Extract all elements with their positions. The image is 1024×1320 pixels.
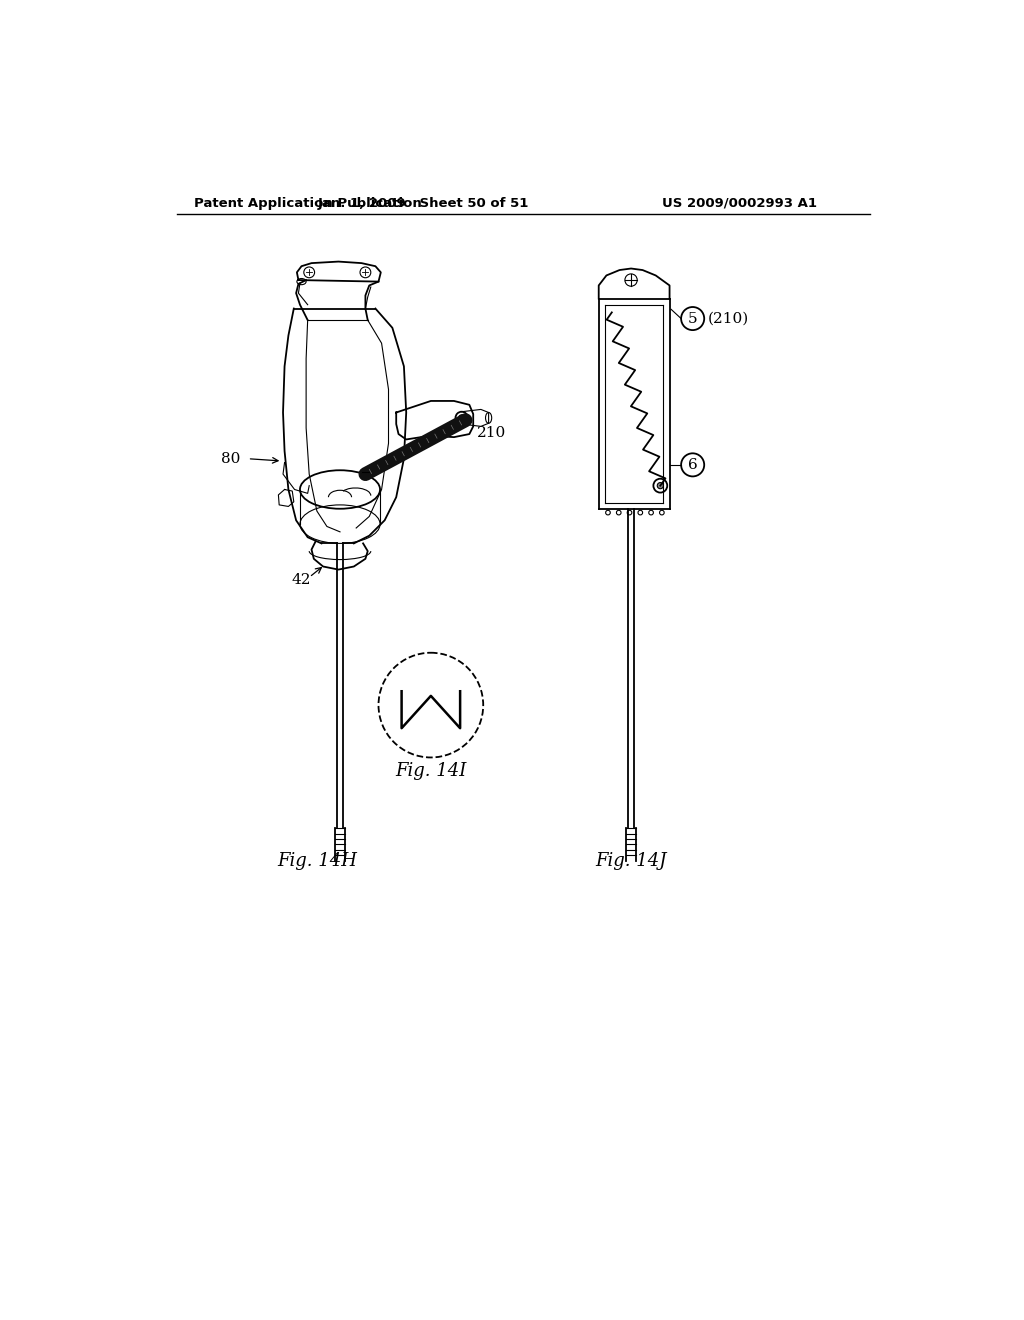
Text: Fig. 14I: Fig. 14I [395, 763, 467, 780]
Text: Patent Application Publication: Patent Application Publication [194, 197, 422, 210]
Circle shape [657, 483, 664, 488]
Circle shape [459, 414, 465, 421]
Text: 6: 6 [688, 458, 697, 471]
Text: (210): (210) [708, 312, 750, 326]
Text: Fig. 14J: Fig. 14J [595, 851, 667, 870]
Text: US 2009/0002993 A1: US 2009/0002993 A1 [662, 197, 817, 210]
Text: 210: 210 [477, 425, 506, 440]
Text: Fig. 14H: Fig. 14H [276, 851, 357, 870]
Text: 80: 80 [220, 451, 240, 466]
Text: Jan. 1, 2009   Sheet 50 of 51: Jan. 1, 2009 Sheet 50 of 51 [317, 197, 528, 210]
Text: 42: 42 [292, 573, 311, 587]
Text: 5: 5 [688, 312, 697, 326]
